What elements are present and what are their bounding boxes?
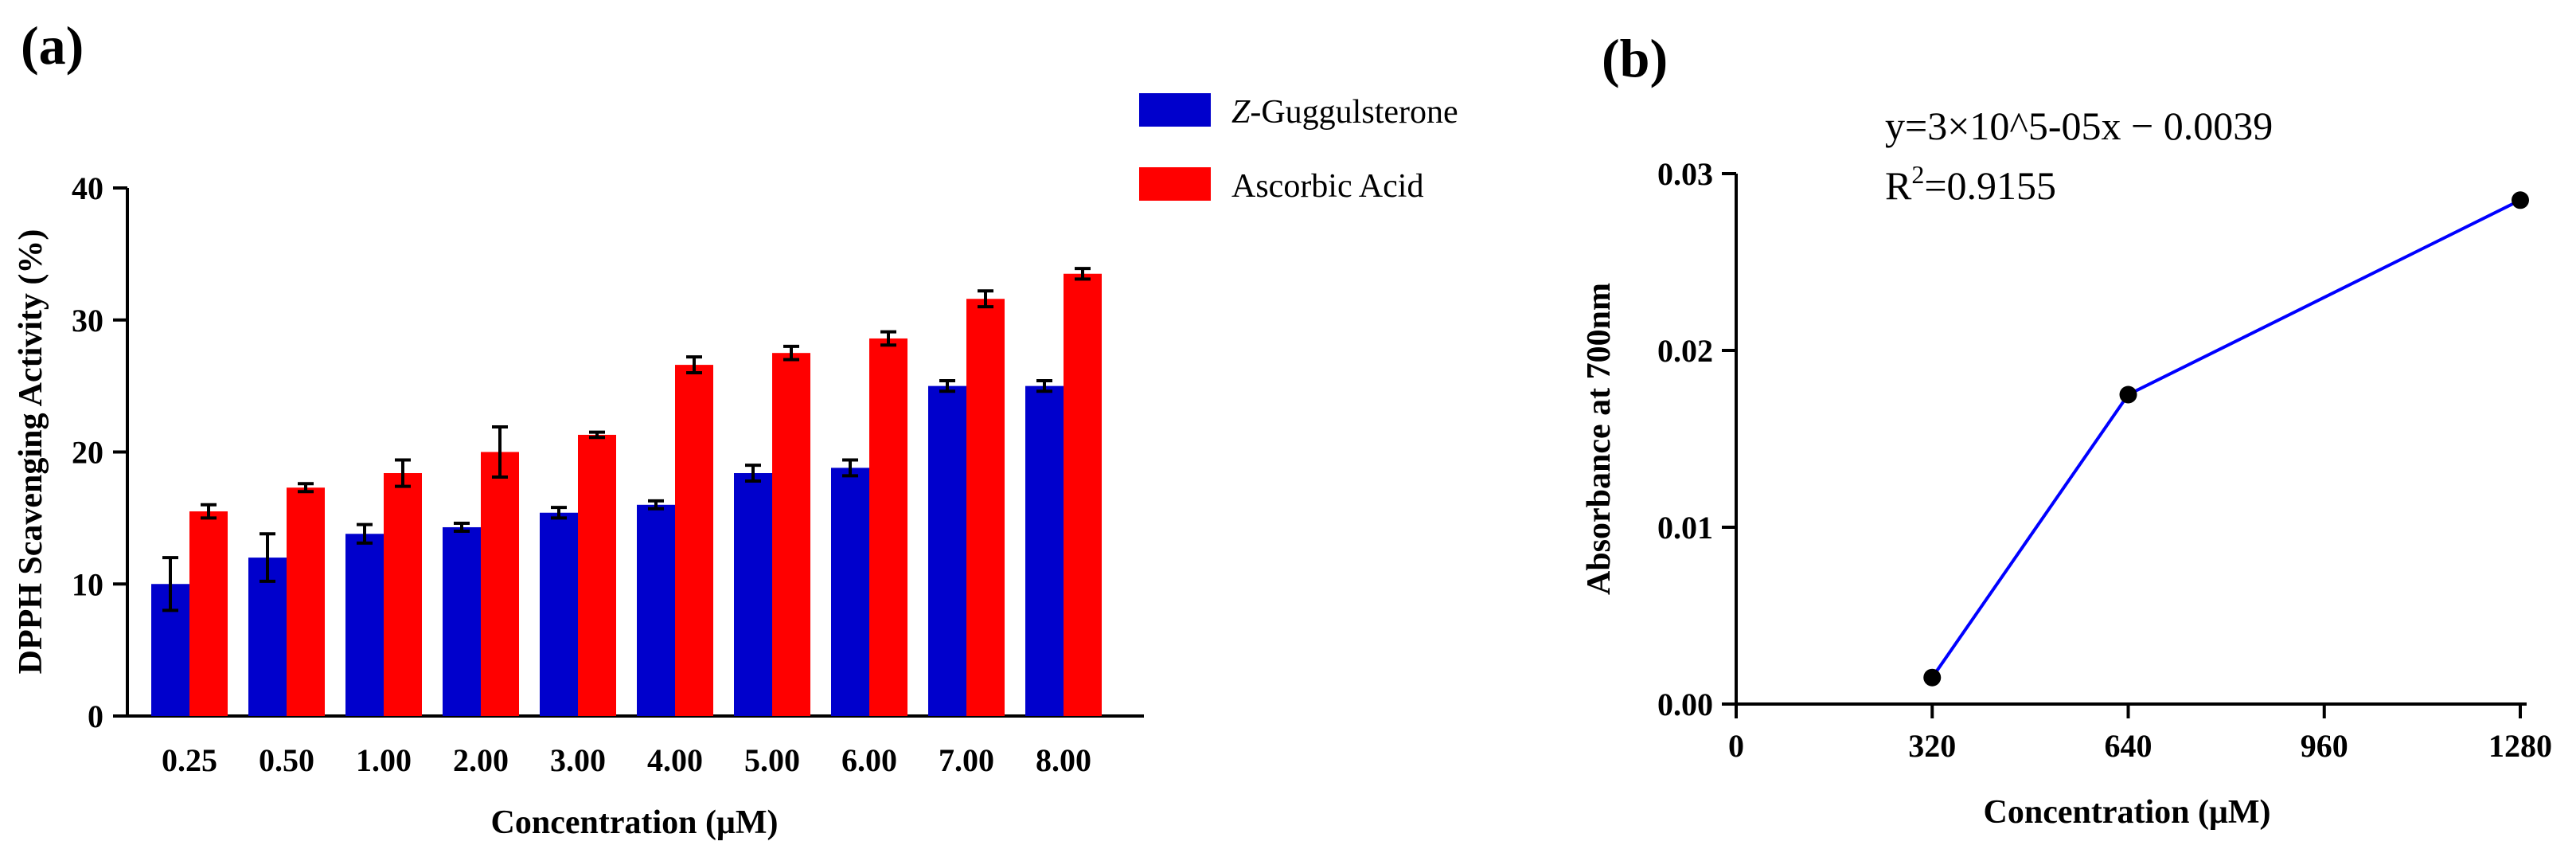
y-tick-label: 0.02 (1657, 333, 1713, 369)
panel-b-r-squared: R2=0.9155 (1885, 160, 2056, 208)
panel-b-y-ticks: 0.00 0.01 0.02 0.03 (1657, 156, 1736, 722)
panel-a-y-ticks: 0 10 20 30 40 (72, 170, 127, 734)
bar-ascorbic-acid-8.00 (1064, 273, 1102, 716)
bar-z-guggulsterone-5.00 (734, 473, 772, 716)
r2-value: =0.9155 (1924, 163, 2056, 208)
r2-prefix: R (1885, 163, 1912, 208)
panel-b-series (1923, 191, 2529, 687)
panel-b-equation: y=3×10^5-05x − 0.0039 (1885, 104, 2273, 148)
bar-ascorbic-acid-0.50 (287, 487, 325, 716)
bar-ascorbic-acid-4.00 (675, 365, 713, 716)
bar-ascorbic-acid-0.25 (189, 511, 228, 716)
bar-z-guggulsterone-1.00 (345, 534, 384, 716)
panel-a-x-tick-labels: 0.25 0.50 1.00 2.00 3.00 4.00 5.00 6.00 … (162, 742, 1091, 778)
x-tick-label: 3.00 (550, 742, 606, 778)
x-tick-label: 2.00 (453, 742, 509, 778)
bar-z-guggulsterone-3.00 (540, 512, 578, 716)
y-tick-label: 0.03 (1657, 156, 1713, 192)
legend-label-z-guggulsterone: Z-Guggulsterone (1231, 94, 1458, 131)
bar-ascorbic-acid-7.00 (966, 299, 1005, 717)
x-tick-label: 960 (2301, 728, 2348, 764)
data-point-320 (1923, 668, 1942, 687)
legend-label-ascorbic-acid: Ascorbic Acid (1231, 168, 1423, 205)
bar-z-guggulsterone-7.00 (928, 385, 966, 716)
panel-b-x-axis-title: Concentration (μM) (1984, 794, 2271, 831)
panel-b-y-axis-title: Absorbance at 700nm (1581, 283, 1618, 595)
data-point-1280 (2512, 191, 2529, 209)
x-tick-label: 8.00 (1036, 742, 1091, 778)
x-tick-label: 0.50 (259, 742, 314, 778)
panel-a-x-axis-title: Concentration (μM) (491, 804, 779, 841)
y-tick-label: 0 (88, 698, 103, 734)
y-tick-label: 0.00 (1657, 687, 1713, 722)
legend-label-italic: Z (1231, 94, 1251, 131)
bar-ascorbic-acid-1.00 (384, 473, 422, 716)
panel-b-label: (b) (1602, 28, 1668, 88)
r2-superscript: 2 (1911, 160, 1924, 189)
x-tick-label: 640 (2105, 728, 2153, 764)
y-tick-label: 40 (72, 170, 103, 206)
bar-z-guggulsterone-4.00 (637, 504, 675, 716)
panel-a-y-axis-title: DPPH Scavenging Activity (%) (13, 229, 49, 675)
data-point-640 (2119, 385, 2137, 404)
bar-ascorbic-acid-5.00 (772, 353, 810, 716)
panel-a-label: (a) (21, 15, 84, 76)
legend-label-rest: -Guggulsterone (1250, 94, 1458, 131)
bar-z-guggulsterone-0.50 (248, 558, 287, 716)
x-tick-label: 7.00 (939, 742, 994, 778)
y-tick-label: 0.01 (1657, 510, 1713, 546)
x-tick-label: 6.00 (841, 742, 897, 778)
panel-a-bar-chart: (a) 0 10 20 30 40 0.25 0.50 1.00 2.00 3.… (13, 15, 1458, 841)
bar-z-guggulsterone-8.00 (1025, 385, 1064, 716)
panel-b-line-chart: (b) 0.00 0.01 0.02 0.03 0 320 640 960 12 (1581, 28, 2552, 831)
series-line (1930, 198, 2521, 679)
panel-b-x-ticks: 0 320 640 960 1280 (1728, 704, 2552, 764)
x-tick-label: 0 (1728, 728, 1744, 764)
x-tick-label: 1280 (2488, 728, 2552, 764)
bar-z-guggulsterone-2.00 (443, 526, 481, 716)
panel-a-legend: Z-Guggulsterone Ascorbic Acid (1139, 93, 1458, 205)
bar-ascorbic-acid-2.00 (481, 452, 519, 716)
x-tick-label: 0.25 (162, 742, 217, 778)
y-tick-label: 20 (72, 435, 103, 471)
legend-swatch-ascorbic-acid (1139, 167, 1211, 201)
panel-a-bars (151, 267, 1102, 717)
x-tick-label: 5.00 (744, 742, 800, 778)
bar-ascorbic-acid-3.00 (578, 434, 616, 716)
y-tick-label: 10 (72, 566, 103, 602)
x-tick-label: 320 (1908, 728, 1956, 764)
legend-swatch-z-guggulsterone (1139, 93, 1211, 127)
y-tick-label: 30 (72, 303, 103, 338)
bar-ascorbic-acid-6.00 (869, 338, 907, 716)
bar-z-guggulsterone-6.00 (831, 468, 869, 716)
x-tick-label: 4.00 (647, 742, 703, 778)
x-tick-label: 1.00 (356, 742, 412, 778)
